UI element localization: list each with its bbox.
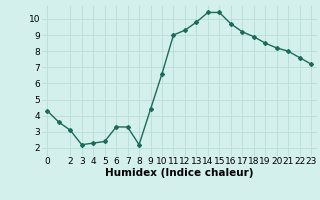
X-axis label: Humidex (Indice chaleur): Humidex (Indice chaleur) [105,168,253,178]
